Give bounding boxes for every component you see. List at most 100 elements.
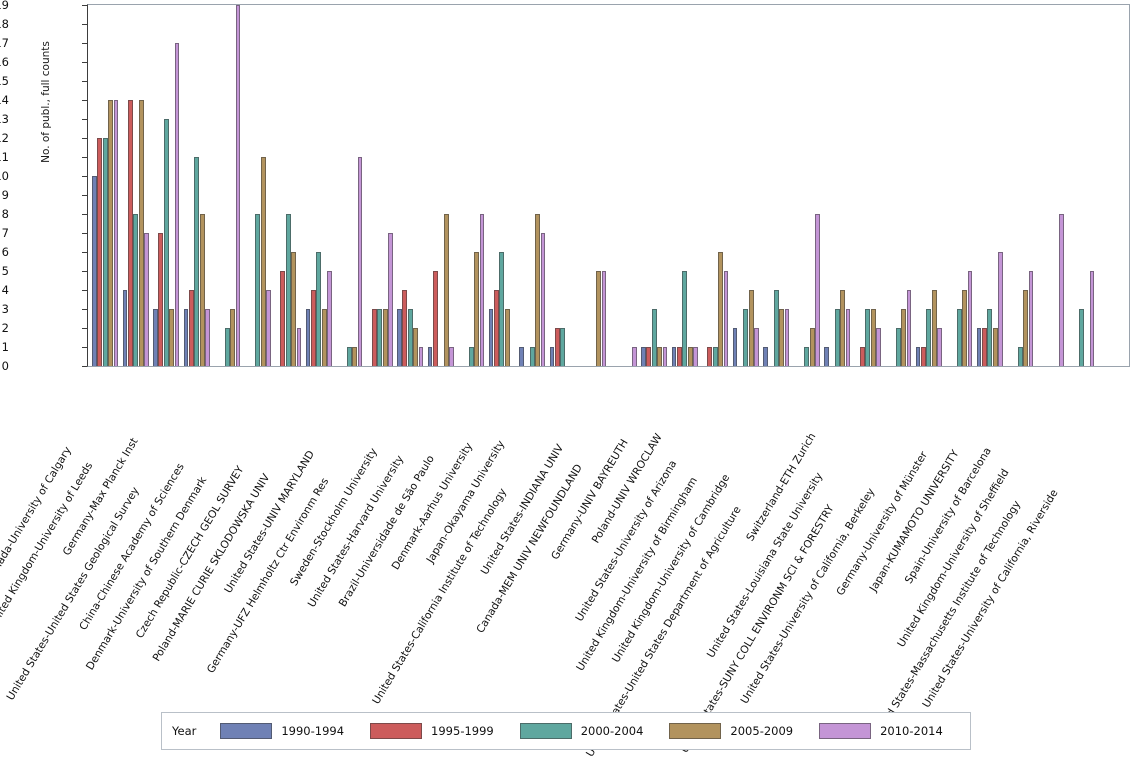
x-axis-tick-label: United States-California Institute of Te… xyxy=(370,486,510,707)
bar-group xyxy=(761,5,792,366)
bar xyxy=(153,309,158,366)
bar xyxy=(682,271,688,366)
y-axis-tick-mark xyxy=(82,328,87,329)
bar xyxy=(632,347,637,366)
bar xyxy=(840,290,846,366)
bar xyxy=(1023,290,1029,366)
bar xyxy=(687,347,693,366)
bar-group xyxy=(456,5,487,366)
y-axis-tick-mark xyxy=(82,81,87,82)
bar xyxy=(280,271,286,366)
bar-group xyxy=(212,5,243,366)
x-axis-tick-label: Brazil-Universidade de São Paulo xyxy=(336,453,437,610)
legend-label: 1990-1994 xyxy=(281,724,345,738)
legend-item[interactable]: 1990-1994 xyxy=(220,723,344,739)
bar-group xyxy=(90,5,121,366)
y-axis-tick-label: 6 xyxy=(1,245,9,259)
x-axis-tick-label: Canada-MEM UNIV NEWFOUNDLAND xyxy=(474,462,585,636)
x-axis-tick-label: United States-United States Geological S… xyxy=(4,485,142,703)
bar-group xyxy=(944,5,975,366)
bar xyxy=(976,328,982,366)
bar xyxy=(432,271,438,366)
y-axis-tick-label: 8 xyxy=(1,207,9,221)
bar-group xyxy=(853,5,884,366)
y-axis-tick-mark xyxy=(82,271,87,272)
bar xyxy=(732,328,738,366)
bar-group xyxy=(731,5,762,366)
bar-group xyxy=(670,5,701,366)
bar xyxy=(296,328,302,366)
bar xyxy=(784,309,790,366)
bar xyxy=(158,233,164,366)
bar xyxy=(931,290,937,366)
bar xyxy=(316,252,322,366)
y-axis-tick-label: 15 xyxy=(0,74,9,88)
bar xyxy=(895,328,901,366)
bar xyxy=(657,347,663,366)
legend-label: 2010-2014 xyxy=(880,724,943,738)
bar xyxy=(906,290,912,366)
legend-item[interactable]: 2005-2009 xyxy=(669,723,793,739)
bar xyxy=(493,290,499,366)
bar-group xyxy=(182,5,213,366)
bar-group xyxy=(883,5,914,366)
y-axis-tick-mark xyxy=(82,366,87,367)
legend-swatch xyxy=(819,723,872,739)
legend-item[interactable]: 2000-2004 xyxy=(519,723,644,739)
bar xyxy=(560,328,566,366)
x-axis-tick-label: Poland-MARIE CURIE SKLODOWSKA UNIV xyxy=(150,471,273,664)
bar xyxy=(285,214,291,366)
bar xyxy=(402,290,408,366)
x-axis-labels: Canada-University of Calgary United Kingd… xyxy=(0,369,1130,759)
bar xyxy=(998,252,1003,366)
legend-swatch xyxy=(669,723,722,739)
bar-group xyxy=(548,5,579,366)
bar xyxy=(834,309,840,366)
y-axis-tick-mark xyxy=(82,157,87,158)
y-axis-tick-label: 18 xyxy=(0,17,9,31)
legend-item[interactable]: 2010-2014 xyxy=(819,723,943,739)
bar xyxy=(718,252,724,366)
x-axis-tick-label: Sweden-Stockholm University xyxy=(288,446,380,588)
x-axis-tick-label: Denmark-University of Southern Denmark xyxy=(84,474,210,673)
bar xyxy=(357,157,363,366)
bar-group xyxy=(487,5,518,366)
bar xyxy=(601,271,607,366)
bar-group xyxy=(700,5,731,366)
y-axis-tick-mark xyxy=(82,347,87,348)
bar-group xyxy=(1036,5,1067,366)
bar xyxy=(352,347,358,366)
chart-legend: Year 1990-1994 1995-1999 2000-2004 2005-200… xyxy=(161,712,971,750)
bar-group xyxy=(975,5,1006,366)
bar xyxy=(499,252,505,366)
bar xyxy=(260,157,266,366)
bar xyxy=(138,100,144,366)
bar xyxy=(188,290,194,366)
y-axis-tick-mark xyxy=(82,24,87,25)
legend-label: 2000-2004 xyxy=(580,724,644,738)
bar xyxy=(962,290,968,366)
bar xyxy=(321,309,327,366)
bar xyxy=(504,309,510,366)
plot-area xyxy=(87,4,1130,367)
y-axis-tick-mark xyxy=(82,214,87,215)
bar-group xyxy=(1066,5,1097,366)
bar xyxy=(199,214,205,366)
legend-item[interactable]: 1995-1999 xyxy=(370,723,494,739)
bar xyxy=(427,347,433,366)
y-axis-tick-label: 5 xyxy=(1,264,9,278)
bar-group xyxy=(273,5,304,366)
x-axis-tick-label: China-Chinese Academy of Sciences xyxy=(77,461,187,633)
y-axis-tick-label: 16 xyxy=(0,55,9,69)
x-axis-tick-label: United Kingdom-University of Leeds xyxy=(0,460,96,630)
y-axis-tick-label: 4 xyxy=(1,283,9,297)
bar xyxy=(915,347,921,366)
x-axis-tick-label: United Kingdom-University of Sheffield xyxy=(895,467,1012,650)
bar xyxy=(535,214,541,366)
bar xyxy=(122,290,128,366)
bar xyxy=(748,290,754,366)
y-axis-tick-mark xyxy=(82,290,87,291)
x-axis-tick-label: United Kingdom-University of Birmingham xyxy=(574,475,700,674)
bar xyxy=(97,138,103,366)
bar xyxy=(870,309,876,366)
